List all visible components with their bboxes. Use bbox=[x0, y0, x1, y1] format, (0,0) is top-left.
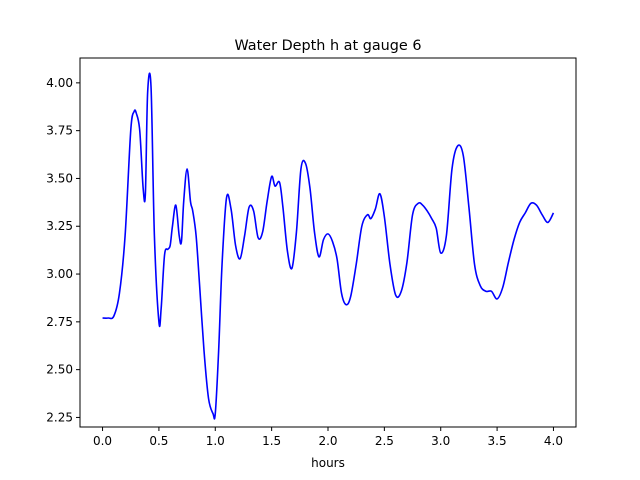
plot-area bbox=[79, 57, 577, 428]
x-tick-label: 4.0 bbox=[544, 434, 563, 448]
x-tick-label: 2.0 bbox=[318, 434, 337, 448]
y-tick-label: 3.75 bbox=[46, 124, 73, 138]
y-tick-label: 2.75 bbox=[46, 315, 73, 329]
x-axis: 0.0 0.5 1.0 1.5 2.0 2.5 3.0 3.5 4.0 bbox=[93, 427, 563, 448]
x-tick-label: 0.5 bbox=[149, 434, 168, 448]
x-tick-label: 3.0 bbox=[431, 434, 450, 448]
y-tick-label: 4.00 bbox=[46, 76, 73, 90]
series-layer bbox=[102, 72, 555, 420]
y-tick-label: 3.25 bbox=[46, 219, 73, 233]
y-axis: 2.25 2.50 2.75 3.00 3.25 3.50 3.75 4.00 bbox=[46, 76, 80, 424]
x-axis-label: hours bbox=[311, 456, 345, 470]
y-tick-label: 2.25 bbox=[46, 410, 73, 424]
chart-title: Water Depth h at gauge 6 bbox=[234, 38, 421, 54]
x-tick-label: 0.0 bbox=[93, 434, 112, 448]
y-tick-label: 3.00 bbox=[46, 267, 73, 281]
series-line bbox=[102, 72, 555, 420]
x-tick-label: 1.0 bbox=[206, 434, 225, 448]
y-tick-label: 3.50 bbox=[46, 171, 73, 185]
x-tick-label: 3.5 bbox=[488, 434, 507, 448]
axes-background bbox=[80, 58, 576, 427]
x-tick-label: 1.5 bbox=[262, 434, 281, 448]
y-tick-label: 2.50 bbox=[46, 363, 73, 377]
x-tick-label: 2.5 bbox=[375, 434, 394, 448]
